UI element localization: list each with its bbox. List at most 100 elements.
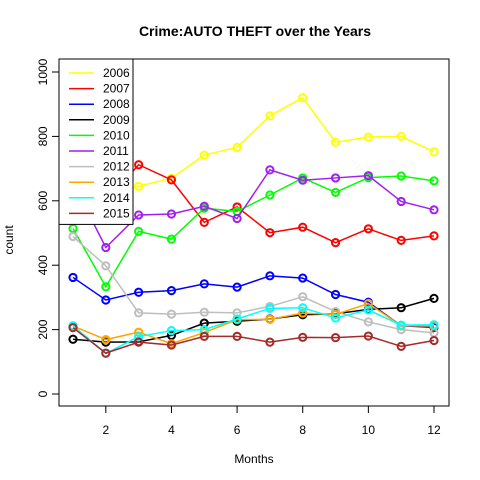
data-point-2007 — [134, 160, 144, 170]
data-point-2010 — [134, 226, 144, 236]
data-point-2011 — [232, 213, 242, 224]
series-2008 — [68, 271, 439, 332]
data-point-2011 — [166, 209, 177, 219]
data-point-2015 — [363, 331, 373, 341]
data-point-2008 — [232, 282, 242, 292]
series-line-2013 — [72, 302, 435, 345]
data-point-2012 — [298, 292, 308, 302]
data-point-2013 — [134, 327, 144, 337]
data-point-2006 — [429, 147, 439, 157]
data-point-2013 — [265, 314, 275, 324]
data-point-2015 — [396, 341, 406, 351]
data-point-2014 — [265, 303, 275, 313]
series-2012 — [68, 231, 439, 338]
data-point-2014 — [330, 313, 341, 323]
data-point-2006 — [199, 150, 209, 160]
data-point-2015 — [199, 331, 209, 341]
x-tick-label: 12 — [427, 423, 441, 437]
data-point-2006 — [363, 132, 373, 142]
y-tick-label: 400 — [36, 255, 50, 275]
y-tick-label: 0 — [36, 390, 50, 397]
data-point-2006 — [330, 137, 341, 147]
data-point-2008 — [134, 287, 144, 297]
data-point-2011 — [101, 242, 111, 253]
data-point-2006 — [232, 142, 242, 152]
data-point-2015 — [101, 348, 111, 358]
data-point-2013 — [298, 308, 308, 318]
chart-title: Crime:AUTO THEFT over the Years — [139, 23, 371, 39]
x-tick-label: 4 — [168, 423, 175, 437]
data-point-2006 — [265, 111, 275, 121]
data-point-2008 — [166, 286, 177, 296]
data-point-2014 — [166, 325, 177, 336]
data-point-2008 — [101, 295, 111, 305]
data-point-2009 — [396, 303, 406, 313]
series-line-2012 — [72, 235, 435, 334]
y-tick-label: 800 — [36, 126, 50, 146]
data-point-2009 — [166, 330, 177, 340]
data-point-2009 — [68, 334, 78, 344]
data-point-2011 — [134, 210, 144, 220]
series-2010 — [68, 171, 439, 292]
legend-label-2013: 2013 — [103, 175, 130, 189]
data-point-2008 — [330, 289, 341, 300]
data-point-2008 — [298, 273, 308, 283]
data-point-2012 — [101, 261, 111, 271]
legend-label-2015: 2015 — [103, 206, 130, 220]
series-2015 — [68, 323, 439, 358]
series-line-2009 — [72, 297, 435, 343]
data-point-2015 — [232, 331, 242, 341]
data-point-2015 — [134, 337, 144, 347]
x-axis-label: Months — [234, 452, 273, 466]
data-point-2014 — [134, 332, 144, 342]
data-point-2010 — [101, 282, 111, 292]
data-point-2007 — [265, 228, 275, 238]
data-point-2011 — [330, 173, 341, 183]
series-layer — [68, 93, 439, 359]
data-point-2012 — [68, 231, 78, 242]
data-point-2006 — [298, 93, 308, 103]
data-point-2010 — [429, 176, 439, 186]
series-2009 — [68, 293, 439, 347]
data-point-2007 — [330, 238, 341, 248]
y-tick-label: 200 — [36, 319, 50, 339]
data-point-2008 — [68, 272, 78, 283]
data-point-2010 — [166, 234, 177, 244]
legend-box — [58, 58, 134, 225]
legend-label-2010: 2010 — [103, 128, 130, 142]
legend-label-2012: 2012 — [103, 160, 130, 174]
data-point-2014 — [396, 320, 406, 330]
y-axis-label: count — [2, 225, 16, 255]
data-point-2011 — [265, 165, 275, 175]
data-point-2015 — [68, 323, 78, 333]
data-point-2010 — [265, 190, 275, 200]
series-line-2015 — [72, 327, 435, 354]
data-point-2014 — [232, 314, 242, 324]
legend-label-2014: 2014 — [103, 191, 130, 205]
data-point-2008 — [199, 279, 209, 289]
data-point-2013 — [101, 334, 111, 345]
data-point-2015 — [330, 333, 341, 343]
legend-label-2008: 2008 — [103, 97, 130, 111]
x-tick-label: 2 — [102, 423, 109, 437]
data-point-2012 — [363, 317, 373, 327]
data-point-2015 — [429, 335, 439, 346]
data-point-2010 — [330, 187, 341, 198]
data-point-2007 — [429, 231, 439, 241]
series-line-2014 — [72, 306, 435, 355]
legend-label-2006: 2006 — [103, 66, 130, 80]
x-tick-label: 8 — [299, 423, 306, 437]
data-point-2007 — [199, 217, 209, 227]
data-point-2008 — [265, 271, 275, 281]
data-point-2007 — [363, 224, 373, 234]
x-tick-label: 10 — [362, 423, 376, 437]
data-point-2011 — [298, 175, 308, 185]
legend-label-2011: 2011 — [103, 144, 129, 158]
data-point-2015 — [166, 340, 177, 350]
data-point-2011 — [199, 201, 209, 211]
x-axis: 2 4 6 8 10 12 — [102, 405, 441, 437]
data-point-2012 — [166, 309, 177, 319]
data-point-2007 — [298, 222, 308, 232]
